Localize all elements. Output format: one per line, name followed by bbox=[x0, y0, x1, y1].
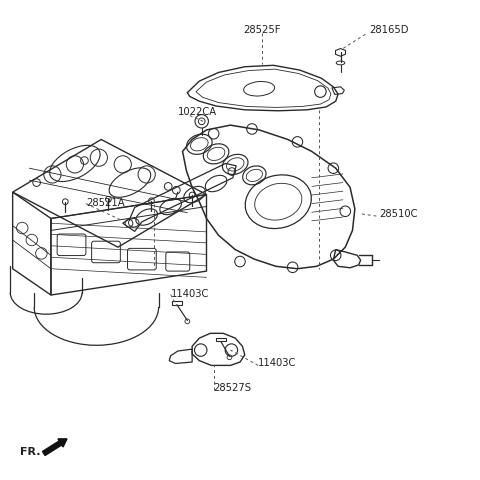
Text: 28521A: 28521A bbox=[86, 198, 124, 208]
Text: 11403C: 11403C bbox=[170, 288, 209, 299]
Text: 28510C: 28510C bbox=[379, 209, 417, 219]
Text: 28165D: 28165D bbox=[369, 25, 409, 36]
Text: FR.: FR. bbox=[20, 446, 40, 456]
FancyArrow shape bbox=[43, 439, 67, 456]
Text: 28527S: 28527S bbox=[214, 384, 252, 394]
Text: 11403C: 11403C bbox=[258, 359, 297, 369]
Text: 28525F: 28525F bbox=[243, 25, 280, 36]
Text: 1022CA: 1022CA bbox=[178, 107, 217, 117]
